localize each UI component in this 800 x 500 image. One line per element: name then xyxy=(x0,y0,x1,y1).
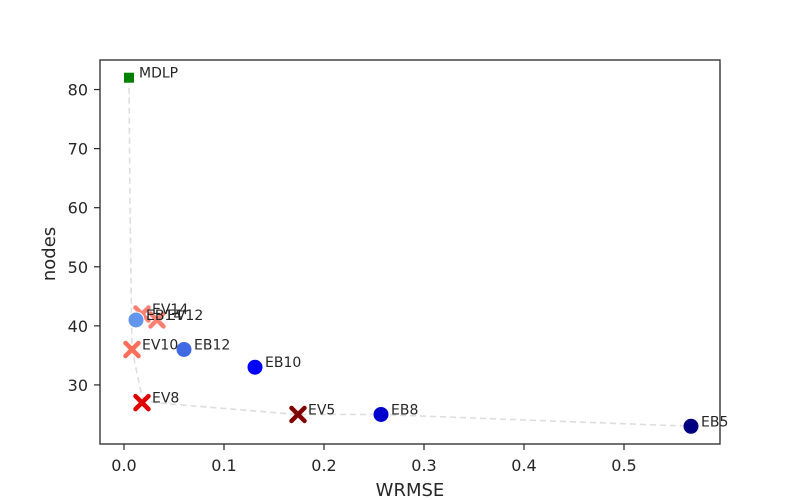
x-tick-label: 0.0 xyxy=(111,456,136,475)
point-label-eb10: EB10 xyxy=(265,355,301,371)
point-eb8 xyxy=(372,405,390,423)
point-label-ev5: EV5 xyxy=(308,402,335,418)
x-tick-label: 0.3 xyxy=(411,456,436,475)
y-tick-label: 40 xyxy=(68,317,88,336)
x-axis: 0.0 0.1 0.2 0.3 0.4 0.5 xyxy=(111,444,637,475)
x-tick-label: 0.5 xyxy=(611,456,636,475)
point-label-eb5: EB5 xyxy=(701,414,728,430)
plot-frame xyxy=(99,59,721,445)
point-eb10 xyxy=(246,358,264,376)
point-label-mdlp: MDLP xyxy=(139,66,178,82)
x-tick-label: 0.1 xyxy=(211,456,236,475)
point-eb5 xyxy=(682,417,700,435)
points-layer xyxy=(123,71,700,435)
y-tick-label: 60 xyxy=(68,199,88,218)
point-ev5 xyxy=(289,405,307,424)
point-mdlp xyxy=(123,71,135,84)
point-label-ev8: EV8 xyxy=(152,391,179,407)
point-label-ev12: EV12 xyxy=(167,308,203,324)
point-label-eb12: EB12 xyxy=(194,337,230,353)
x-axis-label: WRMSE xyxy=(376,480,445,500)
point-eb12 xyxy=(175,340,193,358)
y-tick-label: 70 xyxy=(68,140,88,159)
point-label-ev14: EV14 xyxy=(152,302,188,318)
x-tick-label: 0.4 xyxy=(511,456,536,475)
point-ev12 xyxy=(148,311,166,329)
point-label-eb8: EB8 xyxy=(391,402,418,418)
y-axis: 30 40 50 60 70 80 xyxy=(68,81,100,395)
frontier-layer xyxy=(128,77,692,428)
y-tick-label: 50 xyxy=(68,258,88,277)
point-label-ev10: EV10 xyxy=(142,337,178,353)
point-label-eb14: EB14 xyxy=(146,308,182,324)
x-tick-label: 0.2 xyxy=(311,456,336,475)
y-tick-label: 80 xyxy=(68,81,88,100)
frontier-line xyxy=(128,77,692,428)
point-eb14 xyxy=(127,311,145,329)
point-ev8 xyxy=(133,393,151,412)
y-axis-label: nodes xyxy=(39,227,60,281)
y-tick-label: 30 xyxy=(68,376,88,395)
point-ev10 xyxy=(123,340,141,359)
